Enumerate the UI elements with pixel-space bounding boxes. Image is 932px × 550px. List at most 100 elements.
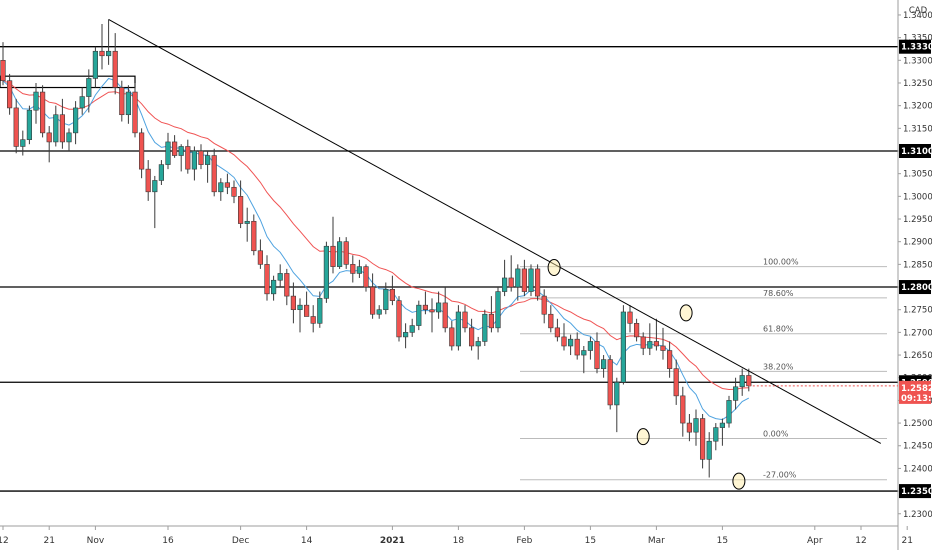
candle-body [693, 418, 699, 433]
candle-body [277, 273, 283, 281]
candle [185, 139, 191, 174]
candle-body [211, 155, 217, 193]
candle-body [66, 132, 72, 143]
candle-body [726, 400, 732, 424]
candle [383, 282, 389, 315]
candle-body [739, 375, 745, 388]
candle [680, 386, 686, 437]
candle [218, 178, 224, 201]
candle-body [13, 107, 19, 147]
candle-body [640, 336, 646, 349]
trendline-layer [108, 19, 882, 444]
candle-body [336, 241, 343, 267]
candle-body [699, 418, 706, 460]
candle-body [475, 341, 481, 347]
candle [139, 128, 145, 179]
descending-trendline [108, 19, 882, 444]
candle [231, 180, 237, 204]
candle [323, 241, 330, 303]
candle-body [310, 316, 316, 324]
candle-body [422, 304, 429, 311]
candle-body [455, 311, 462, 347]
candle [53, 105, 59, 147]
candle-body [396, 300, 402, 338]
candle [99, 24, 105, 70]
candle [620, 305, 626, 385]
candle [178, 144, 184, 172]
candle-body [251, 220, 257, 252]
candle-body [350, 264, 356, 274]
candle [251, 214, 257, 256]
candle-body [356, 266, 363, 274]
candle-body [653, 341, 659, 347]
candle-body [112, 50, 118, 88]
candle [449, 321, 455, 351]
candle-body [501, 277, 508, 292]
candle-body [482, 313, 488, 342]
candle [303, 291, 310, 317]
fib-level-label: 78.60% [763, 289, 794, 298]
candle [191, 146, 198, 181]
candle [653, 318, 659, 351]
candle [59, 98, 65, 149]
candle-body [673, 368, 679, 397]
candle [158, 160, 165, 186]
candle [521, 259, 527, 297]
candle [198, 144, 204, 170]
candle-body [567, 338, 574, 347]
candle [0, 42, 6, 86]
fibonacci-layer: 100.00% 78.60% 61.80% 38.20% 0.00% -27.00% [520, 258, 887, 481]
candle [600, 355, 607, 378]
resistance-box-layer [0, 75, 136, 89]
date-tick-label: 14 [301, 536, 313, 546]
candle-body [706, 440, 712, 460]
candle [86, 69, 92, 113]
candle [607, 355, 613, 410]
date-tick-label: Nov [87, 536, 105, 546]
price-tick-label: 1.33500 [903, 34, 932, 44]
date-tick-label: 12 [0, 536, 9, 546]
candle [633, 318, 640, 342]
candle [7, 73, 13, 115]
candle [376, 305, 382, 319]
date-tick-label: 18 [453, 536, 465, 546]
candles-layer [0, 19, 752, 478]
candle [205, 150, 211, 183]
candle [112, 33, 118, 95]
candle-body [468, 327, 475, 347]
candle [693, 409, 699, 446]
candle-body [561, 336, 567, 347]
candle [310, 305, 316, 333]
date-tick-label: 21 [43, 536, 54, 546]
candle-body [660, 345, 666, 351]
candle [422, 291, 429, 315]
candle [488, 296, 495, 333]
candle-body [508, 277, 514, 288]
price-tick-label: 1.25000 [903, 419, 932, 429]
candle [409, 318, 415, 337]
candle-body [719, 422, 725, 428]
price-tick-label: 1.33000 [903, 56, 932, 66]
fib-level-label: 0.00% [763, 429, 789, 438]
candle-body [587, 341, 593, 351]
price-tick-label: 1.29500 [903, 215, 932, 225]
level-price-badge [899, 39, 931, 54]
candle [389, 275, 396, 306]
price-tick-label: 1.30500 [903, 170, 932, 180]
candle-body [297, 304, 303, 311]
highlight-circles-layer [547, 259, 746, 490]
fib-level-label: 61.80% [763, 325, 794, 334]
candle-body [435, 302, 442, 313]
candle [574, 332, 580, 360]
candle [442, 287, 448, 333]
candle-body [198, 150, 204, 165]
candle-body [389, 288, 396, 301]
level-price-badge-label: 1.31000 [901, 147, 932, 157]
price-tick-label: 1.31500 [903, 124, 932, 134]
candle [495, 287, 501, 333]
candle [132, 82, 138, 138]
candle-body [633, 323, 640, 338]
candle-body [191, 150, 198, 170]
